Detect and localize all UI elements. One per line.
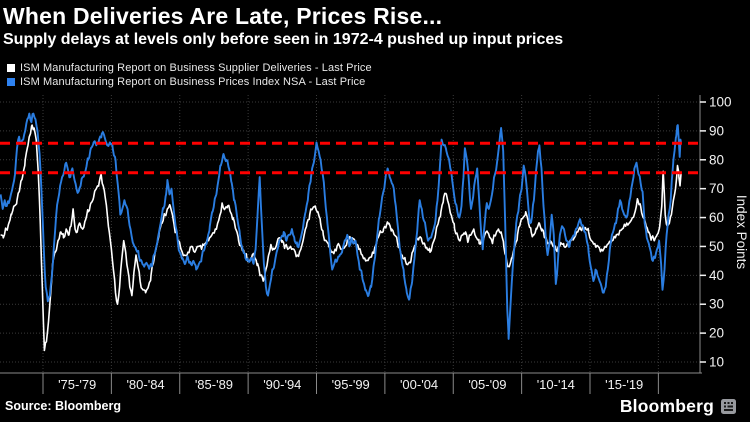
x-tick-label: '80-'84: [126, 377, 164, 392]
x-tick-label: '75-'79: [58, 377, 96, 392]
bloomberg-terminal-icon: [721, 399, 736, 414]
y-tick-label: 60: [709, 210, 724, 225]
x-tick-label: '05-'09: [468, 377, 506, 392]
y-axis-title: Index Points: [734, 195, 749, 270]
y-tick-label: 90: [709, 123, 724, 138]
bloomberg-logo: Bloomberg: [620, 396, 736, 417]
bloomberg-logo-text: Bloomberg: [619, 396, 714, 416]
y-tick-label: 40: [709, 268, 724, 283]
x-tick-label: '00-'04: [400, 377, 438, 392]
series-line-supplier-deliveries: [0, 124, 682, 352]
legend: ISM Manufacturing Report on Business Sup…: [7, 61, 372, 89]
y-tick-label: 70: [709, 181, 724, 196]
x-tick-label: '10-'14: [537, 377, 575, 392]
y-tick-label: 20: [709, 326, 724, 341]
chart-title: When Deliveries Are Late, Prices Rise...: [3, 3, 443, 29]
legend-label-prices-index: ISM Manufacturing Report on Business Pri…: [20, 75, 366, 88]
x-tick-label: '95-'99: [332, 377, 370, 392]
y-tick-label: 30: [709, 297, 724, 312]
y-tick-label: 10: [709, 355, 724, 370]
x-tick-label: '85-'89: [195, 377, 233, 392]
chart-subtitle: Supply delays at levels only before seen…: [3, 31, 564, 48]
x-tick-label: '15-'19: [605, 377, 643, 392]
x-tick-label: '90-'94: [263, 377, 301, 392]
prices-series-swatch-icon: [7, 77, 15, 86]
y-tick-label: 100: [709, 95, 732, 110]
source-label: Source: Bloomberg: [5, 399, 121, 413]
legend-label-supplier-deliveries: ISM Manufacturing Report on Business Sup…: [20, 61, 372, 74]
y-tick-label: 50: [709, 239, 724, 254]
legend-item-supplier-deliveries: ISM Manufacturing Report on Business Sup…: [7, 61, 372, 74]
series-line-prices-index: [0, 112, 683, 340]
y-tick-label: 80: [709, 152, 724, 167]
deliveries-series-swatch-icon: [7, 63, 15, 72]
legend-item-prices-index: ISM Manufacturing Report on Business Pri…: [7, 75, 372, 88]
